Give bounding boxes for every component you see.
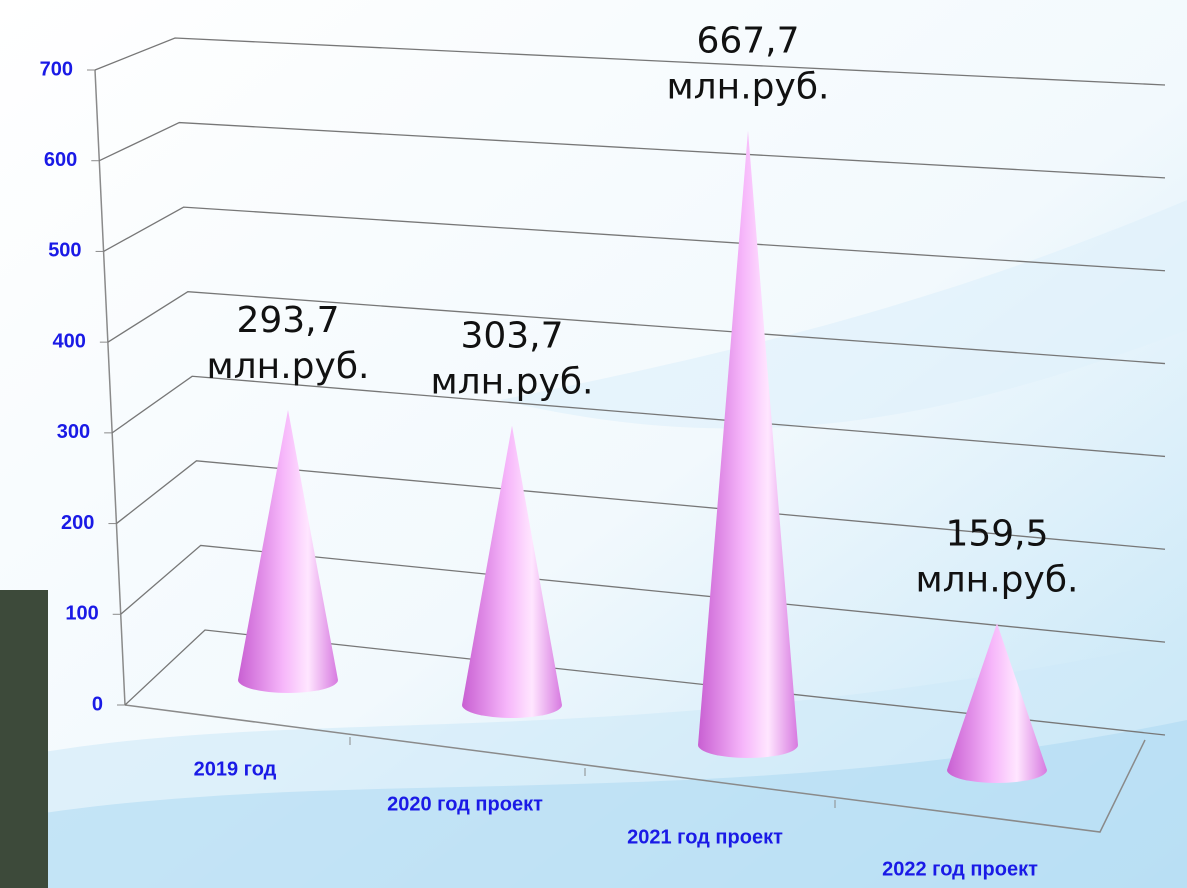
y-tick-label: 0 xyxy=(92,693,103,715)
value-label: 293,7 млн.руб. xyxy=(207,300,370,387)
y-tick-label: 600 xyxy=(44,149,77,171)
cone xyxy=(462,425,562,718)
y-tick-label: 300 xyxy=(57,421,90,443)
x-tick-label: 2022 год проект xyxy=(882,858,1038,880)
cone xyxy=(947,623,1047,783)
grid-line xyxy=(99,121,1166,179)
x-tick-label: 2020 год проект xyxy=(387,793,543,815)
value-label: 667,7 млн.руб. xyxy=(667,21,830,108)
grid-line xyxy=(124,629,1166,736)
grid-line xyxy=(120,544,1166,643)
side-photo xyxy=(0,590,48,888)
grid-line xyxy=(111,375,1166,458)
x-tick-label: 2019 год xyxy=(194,758,277,780)
grid-line xyxy=(116,460,1166,550)
y-tick-label: 200 xyxy=(61,512,94,534)
value-label: 303,7 млн.руб. xyxy=(431,316,594,403)
y-tick-label: 500 xyxy=(48,240,81,262)
grid-line xyxy=(103,206,1166,272)
wave xyxy=(500,200,1187,429)
value-label: 159,5 млн.руб. xyxy=(916,513,1079,600)
cone xyxy=(238,409,338,693)
y-tick-label: 400 xyxy=(52,330,85,352)
axis-line xyxy=(94,69,126,706)
y-tick-label: 700 xyxy=(40,58,73,80)
grid-line xyxy=(107,291,1166,365)
x-tick-label: 2021 год проект xyxy=(627,826,783,848)
y-tick-label: 100 xyxy=(65,603,98,625)
grid-line xyxy=(94,37,1166,86)
cone xyxy=(698,130,798,758)
plot: 0 100 200 300 400 500 600 700 2019 год 293,7 млн.р… xyxy=(40,21,1166,880)
floor xyxy=(124,704,1146,833)
wave xyxy=(0,720,1187,888)
